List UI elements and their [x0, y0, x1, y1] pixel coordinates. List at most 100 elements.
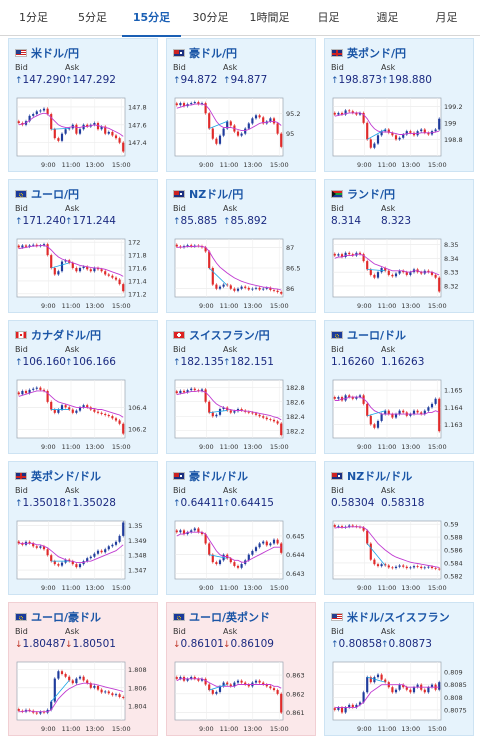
pair-header: NZドル/円	[173, 187, 243, 201]
candle	[369, 269, 372, 275]
pair-name-link[interactable]: ランド/円	[347, 188, 396, 201]
candle	[369, 543, 372, 560]
pair-name-link[interactable]: ユーロ/豪ドル	[31, 611, 102, 624]
tab-7[interactable]: 月足	[435, 11, 458, 24]
tab-3[interactable]: 30分足	[192, 11, 229, 24]
candle	[204, 247, 207, 252]
pair-card-8[interactable]: ユーロ/ドル Bid Ask 1.16260 1.16263 1.165 1.164 1.16…	[324, 320, 474, 454]
pair-card-13[interactable]: ユーロ/英ポンド Bid Ask ↓0.86101 ↓0.86109 0.863 0.862…	[166, 602, 316, 736]
price-chart[interactable]: 0.645 0.644 0.643 9:00 11:00 13:00 15:00	[173, 517, 309, 593]
candle	[118, 279, 121, 285]
candle	[344, 395, 347, 401]
pair-card-10[interactable]: 豪ドル/ドル Bid Ask ↑0.64411 ↑0.64415 0.645 0.644 0.…	[166, 461, 316, 595]
moving-average-line	[176, 678, 282, 689]
tab-4[interactable]: 1時間足	[249, 11, 290, 24]
pair-name-link[interactable]: ユーロ/英ポンド	[189, 611, 271, 624]
pair-name-link[interactable]: 豪ドル/円	[189, 47, 238, 60]
price-chart[interactable]: 1.808 1.806 1.804 9:00 11:00 13:00 15:00	[15, 658, 151, 734]
us-flag-icon	[15, 49, 27, 57]
price-chart[interactable]: 182.8 182.6 182.4 182.2 9:00 11:00 13:00 15:00	[173, 376, 309, 452]
pair-name-link[interactable]: スイスフラン/円	[189, 329, 270, 342]
pair-name-link[interactable]: NZドル/ドル	[347, 470, 413, 483]
candle	[111, 275, 114, 278]
pair-name-link[interactable]: NZドル/円	[189, 188, 244, 201]
price-chart[interactable]: 147.8 147.6 147.4 9:00 11:00 13:00 15:00	[15, 94, 151, 170]
tab-5[interactable]: 日足	[317, 11, 340, 24]
price-chart[interactable]: 0.59 0.588 0.586 0.584 0.582 9:00 11:00 13:00 15…	[331, 517, 467, 593]
price-chart[interactable]: 0.863 0.862 0.861 9:00 11:00 13:00 15:00	[173, 658, 309, 734]
pair-name-link[interactable]: 米ドル/スイスフラン	[347, 611, 450, 624]
pair-card-7[interactable]: スイスフラン/円 Bid Ask ↑182.135 ↑182.151 182.8 182.6…	[166, 320, 316, 454]
candle	[68, 559, 71, 562]
candle	[269, 118, 272, 122]
ask-price: ↑0.80873	[381, 638, 432, 650]
bid-label: Bid	[331, 627, 344, 636]
pair-card-14[interactable]: 米ドル/スイスフラン Bid Ask ↑0.80858 ↑0.80873 0.809 0.8…	[324, 602, 474, 736]
x-tick-label: 9:00	[41, 725, 56, 733]
y-tick-label: 0.59	[444, 521, 458, 529]
candle	[122, 142, 125, 152]
pair-name-link[interactable]: ユーロ/円	[31, 188, 80, 201]
price-chart[interactable]: 172 171.8 171.6 171.4 171.2 9:00 11:00 13:00 15:…	[15, 235, 151, 311]
pair-card-9[interactable]: 英ポンド/ドル Bid Ask ↑1.35018 ↑1.35028 1.35 1.349 1.…	[8, 461, 158, 595]
tab-2[interactable]: 15分足	[122, 0, 181, 37]
candle	[78, 129, 82, 134]
candle	[276, 421, 279, 424]
pair-header: 豪ドル/円	[173, 46, 237, 60]
candle	[333, 253, 336, 256]
y-tick-label: 0.582	[444, 572, 463, 580]
candle	[208, 251, 211, 268]
candle	[93, 685, 96, 688]
candle	[96, 268, 100, 270]
pair-card-12[interactable]: ユーロ/豪ドル Bid Ask ↓1.80487 ↓1.80501 1.808 1.806 1…	[8, 602, 158, 736]
candle	[265, 541, 268, 546]
candle	[211, 690, 214, 694]
tab-6[interactable]: 週足	[376, 11, 399, 24]
ask-label: Ask	[223, 204, 238, 213]
pair-card-5[interactable]: ランド/円 Bid Ask 8.314 8.323 8.35 8.34 8.33 8.32 9:0…	[324, 179, 474, 313]
y-tick-label: 0.863	[286, 672, 305, 680]
tab-0[interactable]: 1分足	[19, 11, 48, 24]
candle	[60, 133, 64, 141]
trend-line	[209, 410, 228, 414]
candle	[78, 268, 82, 272]
pair-name-link[interactable]: 英ポンド/ドル	[31, 470, 102, 483]
pair-name-link[interactable]: 米ドル/円	[31, 47, 80, 60]
pair-card-2[interactable]: 英ポンド/円 Bid Ask ↑198.873 ↑198.880 199.2 199 198.…	[324, 38, 474, 172]
pair-card-6[interactable]: カナダドル/円 Bid Ask ↑106.160 ↑106.166 106.4 106.2 9…	[8, 320, 158, 454]
candle	[215, 284, 218, 289]
candle	[373, 559, 376, 565]
chart-svg: 1.165 1.164 1.163 9:00 11:00 13:00 15:00	[332, 379, 463, 451]
price-chart[interactable]: 1.35 1.349 1.348 1.347 9:00 11:00 13:00 15:00	[15, 517, 151, 593]
price-chart[interactable]: 8.35 8.34 8.33 8.32 9:00 11:00 13:00 15:00	[331, 235, 467, 311]
candle	[387, 270, 390, 275]
x-tick-label: 11:00	[220, 161, 239, 169]
price-chart[interactable]: 199.2 199 198.8 9:00 11:00 13:00 15:00	[331, 94, 467, 170]
price-chart[interactable]: 1.165 1.164 1.163 9:00 11:00 13:00 15:00	[331, 376, 467, 452]
y-tick-label: 1.349	[128, 537, 147, 545]
candle	[254, 547, 258, 551]
uk-flag-icon	[15, 472, 27, 480]
x-tick-label: 13:00	[243, 584, 262, 592]
price-chart[interactable]: 95.2 95 9:00 11:00 13:00 15:00	[173, 94, 309, 170]
tab-1[interactable]: 5分足	[78, 11, 107, 24]
price-chart[interactable]: 0.809 0.8085 0.808 0.8075 9:00 11:00 13:00 15:0…	[331, 658, 467, 734]
price-chart[interactable]: 106.4 106.2 9:00 11:00 13:00 15:00	[15, 376, 151, 452]
pair-card-1[interactable]: 豪ドル/円 Bid Ask ↑94.872 ↑94.877 95.2 95 9:00 11:00…	[166, 38, 316, 172]
pair-name-link[interactable]: カナダドル/円	[31, 329, 102, 342]
pair-name-link[interactable]: 英ポンド/円	[347, 47, 407, 60]
pair-card-11[interactable]: NZドル/ドル Bid Ask 0.58304 0.58318 0.59 0.588 0.58…	[324, 461, 474, 595]
pair-card-4[interactable]: NZドル/円 Bid Ask ↑85.885 ↑85.892 87 86.5 86 9:00 11…	[166, 179, 316, 313]
price-chart[interactable]: 87 86.5 86 9:00 11:00 13:00 15:00	[173, 235, 309, 311]
pair-name-link[interactable]: 豪ドル/ドル	[189, 470, 249, 483]
ask-value: 0.58318	[381, 497, 425, 509]
candle	[35, 712, 38, 714]
chart-svg: 199.2 199 198.8 9:00 11:00 13:00 15:00	[332, 97, 463, 169]
candle	[64, 129, 67, 134]
candle	[193, 102, 196, 104]
pair-card-3[interactable]: ユーロ/円 Bid Ask ↑171.240 ↑171.244 172 171.8 171.6…	[8, 179, 158, 313]
pair-card-0[interactable]: 米ドル/円 Bid Ask ↑147.290 ↑147.292 147.8 147.6 147…	[8, 38, 158, 172]
pair-name-link[interactable]: ユーロ/ドル	[347, 329, 407, 342]
x-tick-label: 15:00	[270, 161, 289, 169]
ask-price: ↑171.244	[65, 215, 116, 227]
